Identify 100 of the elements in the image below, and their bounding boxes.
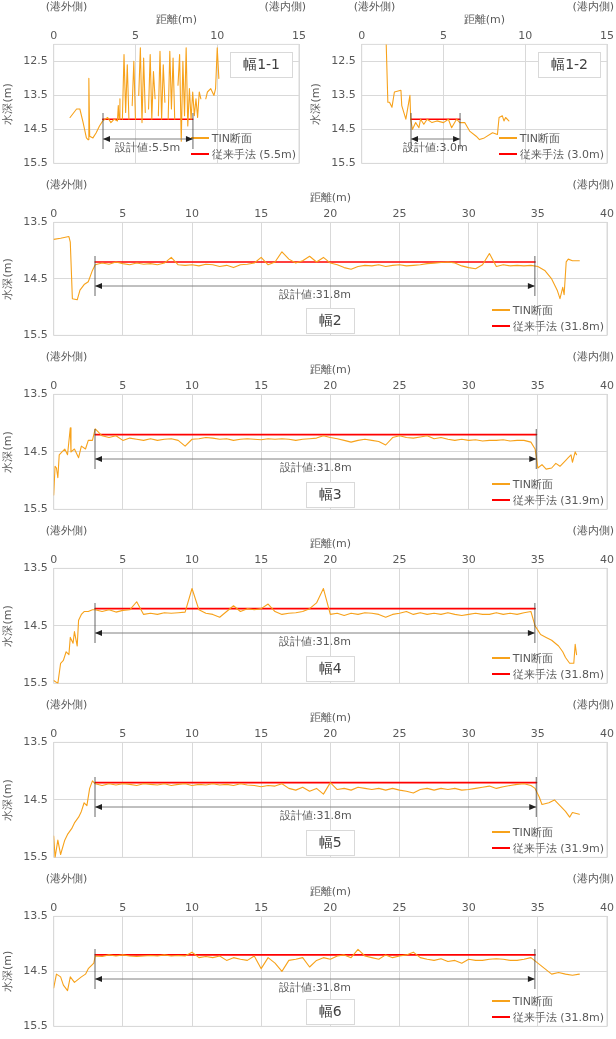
text: (港外側)	[45, 698, 88, 711]
x-tick-label: 25	[392, 726, 407, 740]
x-tick-label: 5	[131, 28, 139, 42]
annotation: 設計値:31.8m	[279, 287, 352, 301]
x-tick-label: 30	[461, 206, 476, 220]
x-tick-label: 35	[530, 900, 545, 914]
x-tick-label: 15	[254, 378, 269, 392]
annotation: 設計値:3.0m	[402, 141, 468, 155]
y-tick-label: 15.5	[23, 676, 48, 690]
x-tick-label: 10	[185, 206, 200, 220]
text: (港内側)	[572, 698, 614, 711]
y-tick-label: 14.5	[331, 122, 356, 136]
x-tick-label: 10	[185, 552, 200, 566]
x-tick-label: 30	[461, 726, 476, 740]
y-tick-label: 14.5	[23, 618, 48, 632]
x-tick-label: 10	[210, 28, 225, 42]
x-tick-label: 25	[392, 900, 407, 914]
y-axis-title: 水深(m)	[1, 258, 15, 300]
text: (港外側)	[45, 0, 88, 13]
x-tick-label: 0	[50, 552, 58, 566]
y-axis-title: 水深(m)	[1, 83, 15, 125]
annotation: 設計値:31.8m	[279, 808, 352, 822]
annotation: 幅5	[305, 830, 355, 857]
legend-label: TIN断面	[512, 302, 553, 318]
x-axis-title: 距離(m)	[309, 885, 351, 899]
y-tick-label: 14.5	[23, 271, 48, 285]
y-axis-title: 水深(m)	[309, 83, 323, 125]
y-tick-label: 13.5	[23, 88, 48, 102]
y-tick-label: 14.5	[23, 444, 48, 458]
x-tick-label: 40	[600, 726, 614, 740]
x-tick-label: 20	[323, 206, 338, 220]
legend-label: 従来手法 (3.0m)	[519, 146, 605, 162]
y-tick-label: 15.5	[23, 1019, 48, 1033]
x-tick-label: 30	[461, 552, 476, 566]
x-tick-label: 10	[518, 28, 533, 42]
x-tick-label: 0	[50, 206, 58, 220]
annotation: 設計値:31.8m	[279, 460, 352, 474]
annotation: 幅2	[305, 308, 355, 335]
x-tick-label: 40	[600, 378, 614, 392]
legend-label: TIN断面	[512, 993, 553, 1009]
x-tick-label: 40	[600, 900, 614, 914]
x-tick-label: 0	[50, 726, 58, 740]
x-tick-label: 15	[254, 900, 269, 914]
annotation: 幅1-2	[538, 52, 602, 79]
x-axis-title: 距離(m)	[309, 711, 351, 725]
y-tick-label: 12.5	[331, 54, 356, 68]
legend-label: 従来手法 (31.9m)	[512, 492, 605, 508]
y-tick-label: 14.5	[23, 122, 48, 136]
y-axis-title: 水深(m)	[1, 605, 15, 647]
y-tick-label: 15.5	[23, 328, 48, 342]
x-axis-title: 距離(m)	[309, 191, 351, 205]
x-tick-label: 35	[530, 552, 545, 566]
annotation: 設計値:31.8m	[279, 980, 352, 994]
text: (港内側)	[572, 0, 614, 13]
x-tick-label: 0	[358, 28, 366, 42]
x-tick-label: 20	[323, 900, 338, 914]
x-tick-label: 40	[600, 206, 614, 220]
y-tick-label: 15.5	[23, 502, 48, 516]
annotation: 設計値:5.5m	[115, 141, 181, 155]
x-tick-label: 0	[50, 900, 58, 914]
y-tick-label: 13.5	[23, 561, 48, 575]
y-tick-label: 15.5	[331, 156, 356, 170]
y-axis-title: 水深(m)	[1, 950, 15, 993]
x-tick-label: 40	[600, 552, 614, 566]
x-tick-label: 30	[461, 378, 476, 392]
annotation: 設計値:31.8m	[279, 634, 352, 648]
x-tick-label: 20	[323, 552, 338, 566]
x-tick-label: 5	[119, 378, 127, 392]
x-axis-title: 距離(m)	[155, 13, 197, 27]
x-tick-label: 5	[119, 900, 127, 914]
text: (港内側)	[572, 178, 614, 191]
x-tick-label: 5	[119, 726, 127, 740]
x-tick-label: 5	[119, 552, 127, 566]
annotation: 幅4	[305, 656, 355, 683]
x-tick-label: 15	[292, 28, 306, 42]
legend-label: 従来手法 (31.8m)	[512, 318, 605, 334]
x-tick-label: 35	[530, 726, 545, 740]
x-tick-label: 20	[323, 726, 338, 740]
x-tick-label: 10	[185, 726, 200, 740]
legend-label: TIN断面	[512, 650, 553, 666]
y-axis-title: 水深(m)	[1, 431, 15, 473]
legend-label: TIN断面	[211, 130, 252, 146]
text: (港外側)	[353, 0, 396, 13]
x-tick-label: 10	[185, 900, 200, 914]
x-tick-label: 30	[461, 900, 476, 914]
x-tick-label: 15	[254, 726, 269, 740]
x-tick-label: 0	[50, 28, 58, 42]
x-axis-title: 距離(m)	[309, 363, 351, 377]
text: (港内側)	[572, 872, 614, 885]
text: (港内側)	[572, 524, 614, 537]
x-tick-label: 35	[530, 378, 545, 392]
y-tick-label: 14.5	[23, 792, 48, 806]
y-tick-label: 13.5	[23, 909, 48, 923]
legend-label: 従来手法 (31.8m)	[512, 1009, 605, 1025]
x-tick-label: 25	[392, 552, 407, 566]
x-tick-label: 15	[254, 206, 269, 220]
x-tick-label: 25	[392, 378, 407, 392]
legend-label: TIN断面	[512, 476, 553, 492]
x-axis-title: 距離(m)	[309, 537, 351, 551]
y-tick-label: 13.5	[23, 735, 48, 749]
